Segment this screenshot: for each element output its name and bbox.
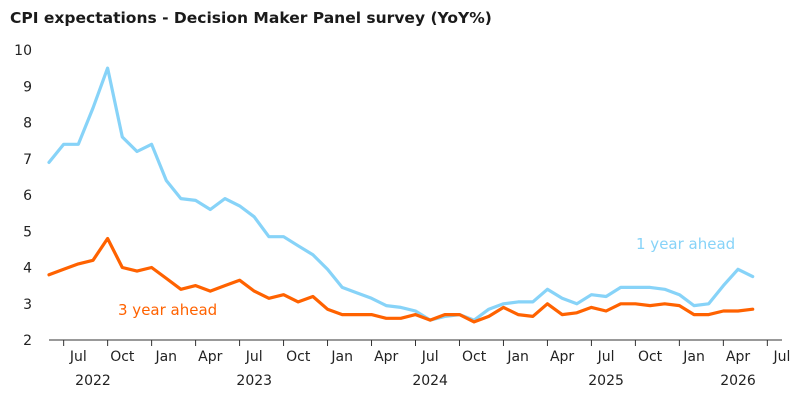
x-tick-label: Jan: [154, 349, 177, 365]
x-tick-label: Jul: [69, 349, 87, 365]
x-tick-label: Jul: [597, 349, 615, 365]
x-tick-label: Jan: [330, 349, 353, 365]
x-axis: [49, 339, 782, 346]
y-tick-label: 7: [23, 152, 32, 168]
y-tick-label: 3: [23, 297, 32, 313]
y-tick-label: 9: [23, 79, 32, 95]
x-year-label: 2022: [75, 373, 111, 389]
series-annotations: 1 year ahead 3 year ahead: [118, 235, 735, 319]
x-tick-label: Jan: [506, 349, 529, 365]
y-tick-label: 10: [14, 43, 32, 59]
x-axis-tick-labels: Jul Oct Jan Apr Jul Oct Jan Apr Jul Oct Jan Apr Jul O…: [69, 349, 791, 365]
y-tick-label: 5: [23, 224, 32, 240]
y-tick-label: 2: [23, 333, 32, 349]
x-tick-label: Oct: [638, 349, 663, 365]
y-tick-label: 8: [23, 116, 32, 132]
x-year-label: 2026: [720, 373, 756, 389]
x-tick-label: Apr: [198, 349, 222, 365]
y-tick-label: 6: [23, 188, 32, 204]
x-year-label: 2024: [412, 373, 448, 389]
series-line-three-year-ahead: [47, 236, 755, 324]
x-axis-year-labels: 2022 2023 2024 2025 2026: [75, 373, 756, 389]
x-tick-label: Apr: [726, 349, 750, 365]
x-tick-label: Apr: [550, 349, 574, 365]
x-tick-label: Oct: [286, 349, 311, 365]
y-tick-label: 4: [23, 261, 32, 277]
annotation-one-year-ahead: 1 year ahead: [636, 235, 735, 253]
x-tick-label: Jul: [245, 349, 263, 365]
x-year-label: 2025: [588, 373, 624, 389]
x-tick-label: Oct: [462, 349, 487, 365]
x-year-label: 2023: [236, 373, 272, 389]
annotation-three-year-ahead: 3 year ahead: [118, 301, 217, 319]
x-tick-label: Jul: [421, 349, 439, 365]
series-lines: [47, 66, 755, 324]
x-tick-label: Apr: [374, 349, 398, 365]
x-tick-label: Oct: [110, 349, 135, 365]
x-tick-label: Jan: [682, 349, 705, 365]
x-tick-label: Jul: [773, 349, 791, 365]
y-axis-tick-labels: 2 3 4 5 6 7 8 9 10: [14, 43, 32, 349]
chart-title: CPI expectations - Decision Maker Panel …: [10, 9, 492, 27]
series-line-one-year-ahead: [47, 66, 755, 322]
